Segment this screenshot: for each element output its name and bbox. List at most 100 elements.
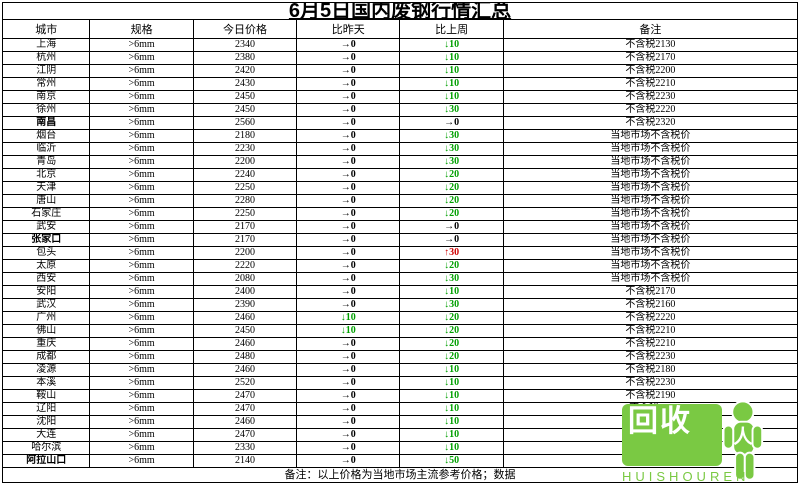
cell-spec: >6mm [90,143,193,156]
cell-spec: >6mm [90,338,193,351]
cell-spec: >6mm [90,403,193,416]
cell-price: 2340 [193,39,296,52]
cell-week-change: ↓10 [400,39,503,52]
cell-city: 西安 [3,273,90,286]
cell-note: 不含税2060 [503,442,797,455]
cell-spec: >6mm [90,260,193,273]
cell-price: 2450 [193,104,296,117]
table-row: 张家口>6mm2170→0→0当地市场不含税价 [3,234,798,247]
table-row: 青岛>6mm2200→0↓30当地市场不含税价 [3,156,798,169]
cell-day-change: →0 [297,260,400,273]
cell-day-change: →0 [297,299,400,312]
cell-city: 凌源 [3,364,90,377]
cell-note: 不含税2210 [503,325,797,338]
cell-week-change: ↓10 [400,429,503,442]
cell-note: 不含税2180 [503,364,797,377]
table-row: 成都>6mm2480→0↓20不含税2230 [3,351,798,364]
cell-spec: >6mm [90,117,193,130]
cell-city: 江阴 [3,65,90,78]
table-row: 辽阳>6mm2470→0↓10不含税2 0 [3,403,798,416]
table-row: 烟台>6mm2180→0↓30当地市场不含税价 [3,130,798,143]
cell-price: 2250 [193,208,296,221]
cell-price: 2450 [193,91,296,104]
cell-day-change: →0 [297,429,400,442]
cell-day-change: →0 [297,208,400,221]
cell-week-change: ↓10 [400,442,503,455]
cell-week-change: ↓20 [400,169,503,182]
table-body: 上海>6mm2340→0↓10不含税2130杭州>6mm2380→0↓10不含税… [3,39,798,468]
cell-city: 石家庄 [3,208,90,221]
cell-week-change: ↓30 [400,156,503,169]
cell-spec: >6mm [90,429,193,442]
cell-day-change: →0 [297,130,400,143]
cell-day-change: →0 [297,169,400,182]
cell-price: 2170 [193,234,296,247]
table-row: 太原>6mm2220→0↓20当地市场不含税价 [3,260,798,273]
cell-week-change: ↓30 [400,273,503,286]
cell-week-change: ↓20 [400,208,503,221]
price-table: 6月5日国内废钢行情汇总 城市规格今日价格比昨天比上周备注 上海>6mm2340… [2,2,798,483]
cell-price: 2470 [193,403,296,416]
column-header: 比昨天 [297,20,400,39]
cell-day-change: →0 [297,351,400,364]
cell-note: 不含税2220 [503,312,797,325]
cell-day-change: →0 [297,39,400,52]
cell-spec: >6mm [90,390,193,403]
cell-day-change: →0 [297,338,400,351]
cell-spec: >6mm [90,169,193,182]
cell-week-change: ↓20 [400,260,503,273]
cell-note: 当地市场不含税价 [503,156,797,169]
cell-week-change: ↓20 [400,351,503,364]
cell-spec: >6mm [90,312,193,325]
cell-spec: >6mm [90,377,193,390]
cell-city: 成都 [3,351,90,364]
cell-spec: >6mm [90,78,193,91]
table-row: 唐山>6mm2280→0↓20当地市场不含税价 [3,195,798,208]
cell-price: 2520 [193,377,296,390]
cell-note: 不含税2170 [503,286,797,299]
cell-day-change: →0 [297,247,400,260]
cell-day-change: →0 [297,65,400,78]
cell-city: 辽阳 [3,403,90,416]
cell-spec: >6mm [90,182,193,195]
cell-day-change: →0 [297,52,400,65]
cell-price: 2460 [193,312,296,325]
cell-week-change: →0 [400,221,503,234]
cell-note: 当地市场不含税价 [503,247,797,260]
cell-spec: >6mm [90,455,193,468]
cell-note: 不含税2230 [503,377,797,390]
cell-city: 阿拉山口 [3,455,90,468]
cell-note: 当地市场不含税价 [503,182,797,195]
cell-note: 不含税2190 [503,390,797,403]
column-header: 规格 [90,20,193,39]
cell-city: 安阳 [3,286,90,299]
cell-spec: >6mm [90,104,193,117]
cell-week-change: ↓10 [400,377,503,390]
cell-city: 南昌 [3,117,90,130]
cell-price: 2450 [193,325,296,338]
cell-spec: >6mm [90,273,193,286]
cell-city: 常州 [3,78,90,91]
table-row: 西安>6mm2080→0↓30当地市场不含税价 [3,273,798,286]
cell-city: 青岛 [3,156,90,169]
cell-price: 2420 [193,65,296,78]
cell-week-change: ↓10 [400,403,503,416]
cell-day-change: →0 [297,104,400,117]
cell-day-change: →0 [297,416,400,429]
cell-week-change: ↓10 [400,286,503,299]
cell-spec: >6mm [90,364,193,377]
cell-note: 当地市场不含税价 [503,273,797,286]
cell-spec: >6mm [90,442,193,455]
table-row: 广州>6mm2460↓10↓20不含税2220 [3,312,798,325]
cell-city: 太原 [3,260,90,273]
cell-week-change: ↓30 [400,130,503,143]
table-row: 阿拉山口>6mm2140→0↓50不含税 850 [3,455,798,468]
cell-city: 北京 [3,169,90,182]
cell-week-change: ↓30 [400,143,503,156]
cell-day-change: →0 [297,364,400,377]
cell-price: 2460 [193,338,296,351]
cell-note: 不含税 9 [503,416,797,429]
cell-spec: >6mm [90,195,193,208]
cell-day-change: →0 [297,91,400,104]
cell-week-change: ↓20 [400,195,503,208]
